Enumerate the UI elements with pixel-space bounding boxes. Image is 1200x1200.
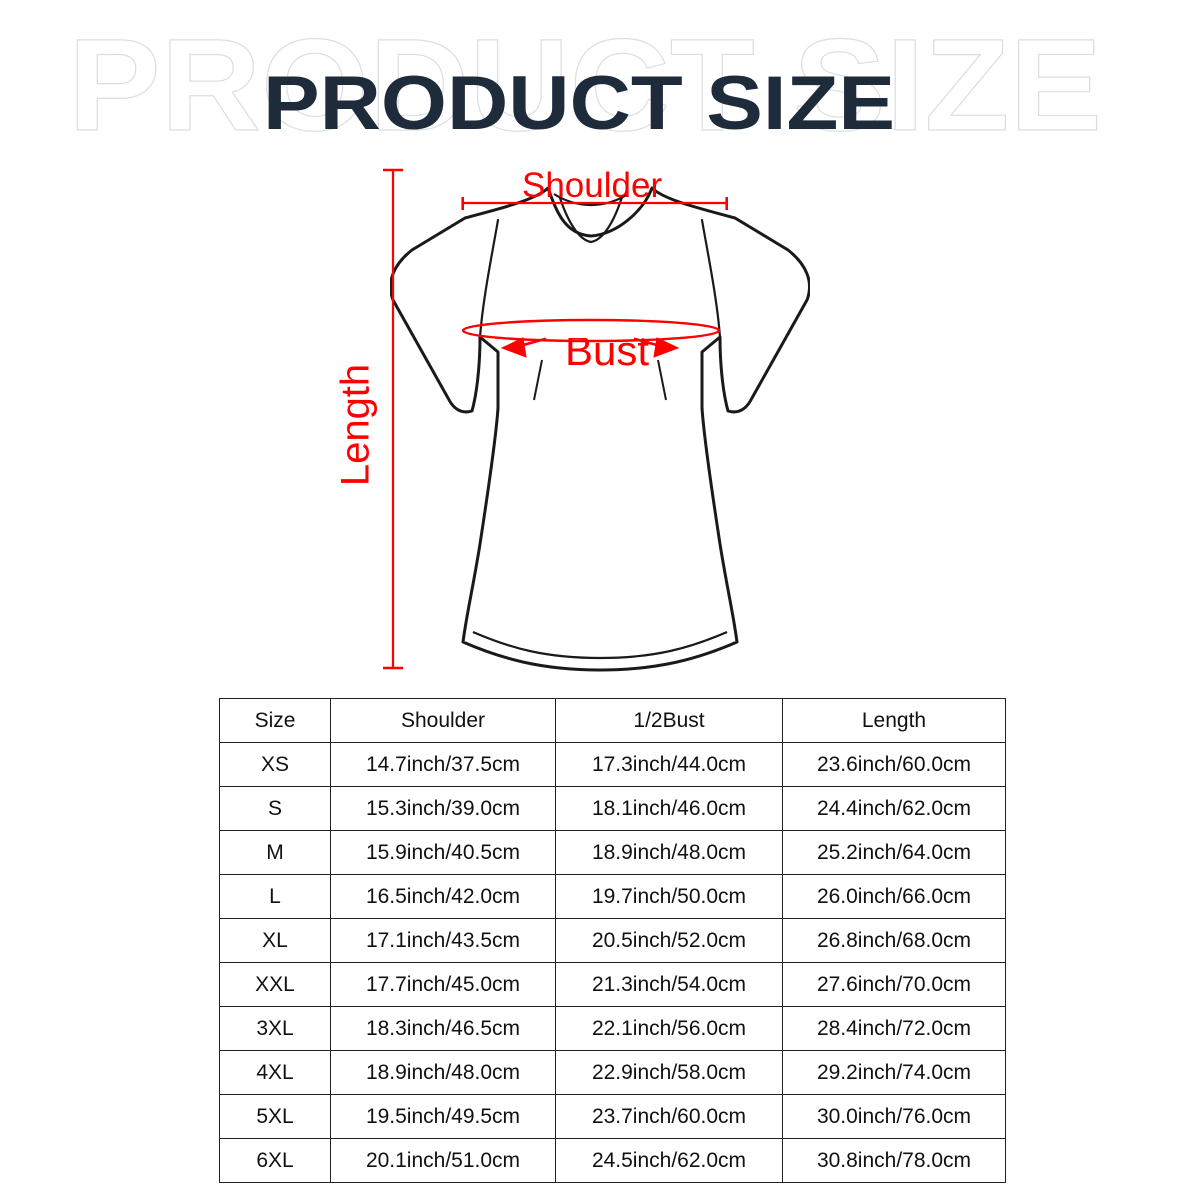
svg-text:Length: Length bbox=[334, 364, 378, 486]
svg-text:Shoulder: Shoulder bbox=[522, 166, 662, 205]
svg-text:Bust: Bust bbox=[565, 338, 649, 374]
svg-text:PRODUCT SIZE: PRODUCT SIZE bbox=[263, 61, 895, 146]
